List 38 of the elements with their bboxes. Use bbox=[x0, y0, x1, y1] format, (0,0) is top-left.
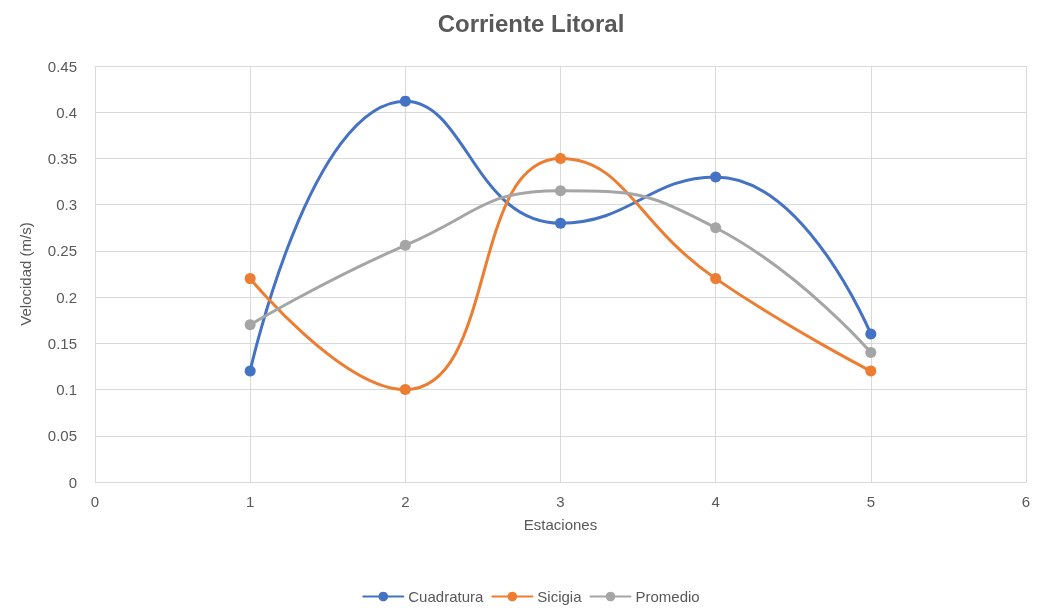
point bbox=[555, 185, 566, 197]
x-tick-label: 2 bbox=[401, 493, 410, 510]
point bbox=[399, 384, 411, 396]
point bbox=[555, 217, 566, 229]
x-tick-label: 6 bbox=[1021, 493, 1031, 510]
y-tick-label: 0.2 bbox=[56, 288, 77, 306]
point bbox=[710, 273, 722, 285]
point bbox=[555, 152, 566, 164]
point bbox=[710, 222, 722, 234]
point bbox=[865, 347, 877, 359]
chart-title: Corriente Litoral bbox=[437, 9, 625, 37]
y-tick-label: 0.4 bbox=[56, 103, 77, 121]
x-tick-label: 3 bbox=[556, 493, 565, 510]
y-tick-label: 0.35 bbox=[47, 149, 77, 167]
x-axis-title: Estaciones bbox=[523, 516, 598, 533]
point bbox=[865, 365, 877, 377]
legend-label: Cuadratura bbox=[408, 588, 484, 605]
point bbox=[244, 365, 256, 377]
point bbox=[399, 95, 411, 107]
y-tick-label: 0.1 bbox=[56, 381, 77, 399]
point bbox=[399, 239, 411, 251]
x-tick-label: 0 bbox=[90, 493, 100, 510]
y-axis-title: Velocidad (m/s) bbox=[17, 222, 34, 326]
point bbox=[244, 273, 256, 285]
point bbox=[244, 319, 256, 331]
y-tick-label: 0.3 bbox=[56, 196, 77, 214]
x-tick-label: 1 bbox=[245, 493, 255, 510]
y-tick-label: 0.45 bbox=[47, 57, 77, 75]
x-tick-label: 5 bbox=[866, 493, 876, 510]
y-tick-label: 0.15 bbox=[47, 334, 77, 352]
y-tick-label: 0 bbox=[68, 473, 77, 491]
y-tick-label: 0.25 bbox=[47, 242, 77, 260]
x-tick-label: 4 bbox=[711, 493, 720, 510]
y-tick-label: 0.05 bbox=[47, 427, 77, 445]
legend-label: Promedio bbox=[635, 588, 700, 605]
point bbox=[865, 328, 877, 340]
legend-label: Sicigia bbox=[537, 588, 583, 605]
point bbox=[710, 171, 722, 183]
